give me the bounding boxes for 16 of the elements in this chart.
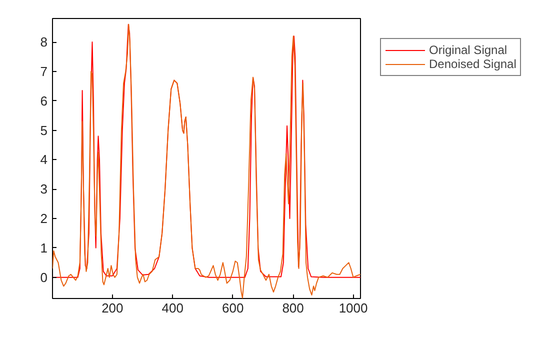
x-tick-label: 600 [222,300,244,316]
legend-label: Original Signal [429,43,508,57]
y-tick-label: 3 [40,182,48,197]
x-tick-label: 400 [162,300,184,316]
y-tick-label: 7 [40,64,48,79]
y-tick-label: 0 [40,270,48,285]
x-tick-label: 800 [282,300,304,316]
legend-label: Denoised Signal [429,57,516,71]
y-tick-label: 2 [40,211,48,226]
y-tick-label: 6 [40,93,48,108]
y-tick-label: 5 [40,122,48,138]
y-tick-label: 1 [40,240,48,256]
x-tick-label: 200 [102,300,124,316]
y-tick-label: 4 [40,152,48,168]
y-tick-label: 8 [40,34,48,50]
x-tick-label: 1000 [338,300,368,316]
